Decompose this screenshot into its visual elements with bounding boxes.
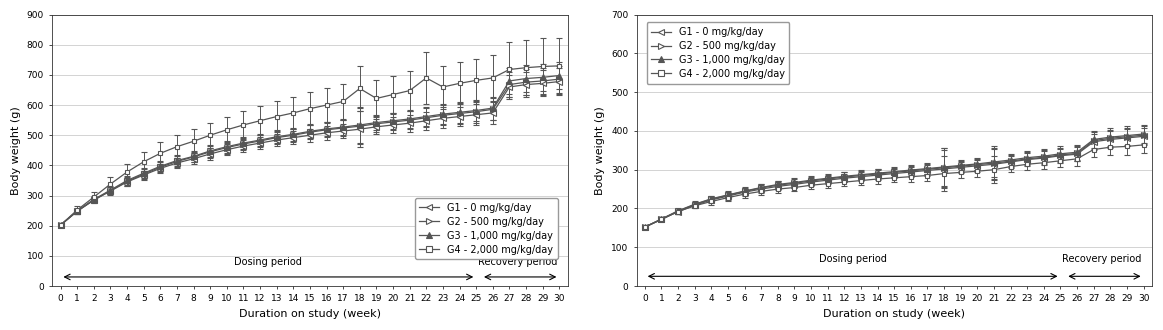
X-axis label: Duration on study (week): Duration on study (week) [823, 309, 965, 319]
Text: Dosing period: Dosing period [235, 257, 302, 267]
Y-axis label: Body weight (g): Body weight (g) [595, 106, 606, 195]
Legend: G1 - 0 mg/kg/day, G2 - 500 mg/kg/day, G3 - 1,000 mg/kg/day, G4 - 2,000 mg/kg/day: G1 - 0 mg/kg/day, G2 - 500 mg/kg/day, G3… [647, 22, 790, 83]
Text: Dosing period: Dosing period [819, 254, 886, 264]
X-axis label: Duration on study (week): Duration on study (week) [238, 309, 381, 319]
Text: Recovery period: Recovery period [1062, 254, 1142, 264]
Text: Recovery period: Recovery period [478, 257, 557, 267]
Y-axis label: Body weight (g): Body weight (g) [12, 106, 21, 195]
Legend: G1 - 0 mg/kg/day, G2 - 500 mg/kg/day, G3 - 1,000 mg/kg/day, G4 - 2,000 mg/kg/day: G1 - 0 mg/kg/day, G2 - 500 mg/kg/day, G3… [415, 198, 557, 259]
